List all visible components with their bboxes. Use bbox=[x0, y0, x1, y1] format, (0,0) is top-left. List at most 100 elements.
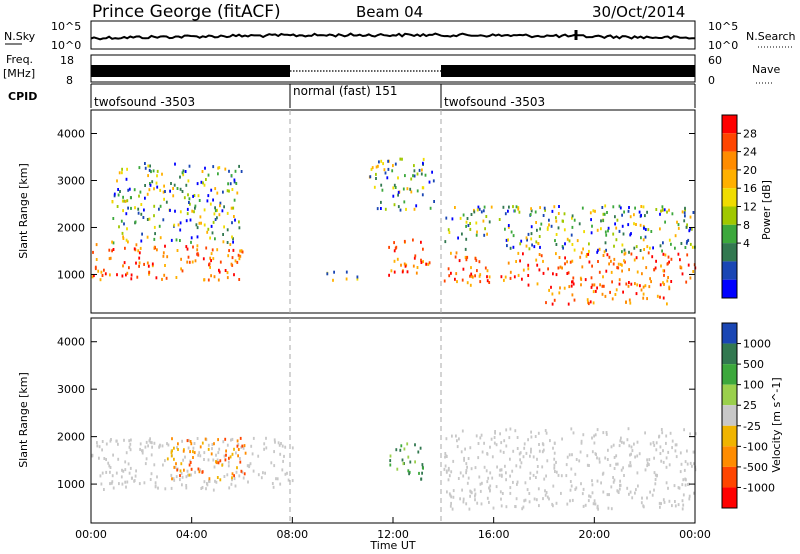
data-cell bbox=[559, 286, 561, 290]
data-cell bbox=[217, 438, 219, 442]
data-cell bbox=[238, 226, 241, 230]
data-cell bbox=[660, 209, 662, 213]
data-cell bbox=[98, 445, 101, 449]
data-cell bbox=[181, 475, 184, 479]
data-cell bbox=[598, 457, 601, 461]
data-cell bbox=[402, 462, 405, 466]
data-cell bbox=[281, 444, 284, 448]
data-cell bbox=[425, 262, 428, 266]
data-cell bbox=[603, 212, 606, 216]
data-cell bbox=[543, 206, 546, 210]
data-cell bbox=[356, 277, 359, 281]
data-cell bbox=[194, 206, 196, 210]
data-cell bbox=[465, 469, 468, 472]
data-cell bbox=[542, 271, 545, 275]
data-cell bbox=[144, 166, 147, 170]
data-cell bbox=[500, 504, 503, 508]
data-cell bbox=[682, 493, 685, 497]
data-cell bbox=[125, 212, 128, 216]
data-cell bbox=[621, 269, 623, 273]
data-cell bbox=[205, 487, 207, 491]
data-cell bbox=[148, 439, 151, 443]
colorbar-tick-label: 20 bbox=[743, 164, 757, 177]
data-cell bbox=[685, 225, 688, 229]
data-cell bbox=[518, 452, 521, 456]
data-cell bbox=[156, 169, 159, 173]
data-cell bbox=[421, 168, 423, 172]
data-cell bbox=[422, 466, 424, 470]
data-cell bbox=[151, 445, 153, 449]
data-cell bbox=[598, 460, 601, 464]
data-cell bbox=[580, 439, 583, 443]
data-cell bbox=[506, 244, 508, 248]
data-cell bbox=[481, 481, 483, 485]
data-cell bbox=[624, 251, 627, 255]
data-cell bbox=[207, 194, 210, 198]
data-cell bbox=[564, 262, 566, 266]
data-cell bbox=[208, 262, 211, 266]
data-cell bbox=[199, 445, 202, 449]
data-cell bbox=[226, 241, 229, 244]
data-cell bbox=[569, 488, 572, 492]
data-cell bbox=[213, 465, 216, 469]
data-cell bbox=[96, 441, 98, 445]
data-cell bbox=[546, 459, 549, 463]
data-cell bbox=[429, 206, 432, 210]
data-cell bbox=[240, 469, 243, 473]
data-cell bbox=[583, 230, 585, 234]
data-cell bbox=[530, 207, 532, 211]
noise-tick-lower-left: 10^0 bbox=[51, 39, 81, 52]
data-cell bbox=[401, 458, 404, 462]
data-cell bbox=[109, 273, 111, 277]
data-cell bbox=[538, 504, 540, 508]
data-cell bbox=[196, 235, 199, 239]
data-cell bbox=[156, 185, 159, 189]
data-cell bbox=[384, 207, 387, 211]
y-tick-label: 2000 bbox=[57, 431, 85, 444]
data-cell bbox=[654, 473, 657, 477]
data-cell bbox=[179, 210, 182, 214]
data-cell bbox=[461, 488, 463, 492]
data-cell bbox=[474, 257, 477, 260]
colorbar-tick-label: 1000 bbox=[743, 338, 771, 351]
data-cell bbox=[571, 280, 574, 284]
data-cell bbox=[469, 222, 471, 225]
data-cell bbox=[633, 222, 635, 226]
x-tick-label: 20:00 bbox=[578, 528, 610, 541]
data-cell bbox=[222, 233, 224, 236]
data-cell bbox=[447, 228, 450, 232]
data-cell bbox=[514, 505, 517, 509]
data-cell bbox=[480, 502, 483, 506]
data-cell bbox=[144, 162, 146, 165]
data-cell bbox=[198, 451, 201, 455]
data-cell bbox=[525, 236, 528, 240]
data-cell bbox=[603, 250, 606, 254]
data-cell bbox=[198, 221, 201, 225]
data-cell bbox=[228, 456, 230, 460]
data-cell bbox=[427, 262, 430, 266]
data-cell bbox=[189, 461, 192, 464]
data-cell bbox=[541, 442, 544, 446]
data-cell bbox=[665, 465, 668, 469]
data-cell bbox=[526, 488, 529, 492]
data-cell bbox=[575, 458, 578, 461]
data-cell bbox=[203, 183, 206, 187]
data-cell bbox=[686, 449, 688, 453]
data-cell bbox=[544, 429, 547, 432]
data-cell bbox=[384, 171, 387, 175]
data-cell bbox=[685, 241, 688, 245]
data-cell bbox=[234, 169, 237, 173]
data-cell bbox=[659, 227, 661, 231]
data-cell bbox=[484, 266, 487, 270]
data-cell bbox=[462, 500, 465, 504]
data-cell bbox=[602, 254, 605, 257]
data-cell bbox=[607, 506, 610, 510]
data-cell bbox=[681, 272, 684, 276]
cpid-segment-3: twofsound -3503 bbox=[444, 95, 545, 109]
data-cell bbox=[239, 254, 242, 258]
data-cell bbox=[380, 207, 382, 210]
data-cell bbox=[689, 215, 692, 219]
data-cell bbox=[209, 256, 212, 260]
data-cell bbox=[619, 439, 622, 443]
data-cell bbox=[660, 459, 663, 463]
